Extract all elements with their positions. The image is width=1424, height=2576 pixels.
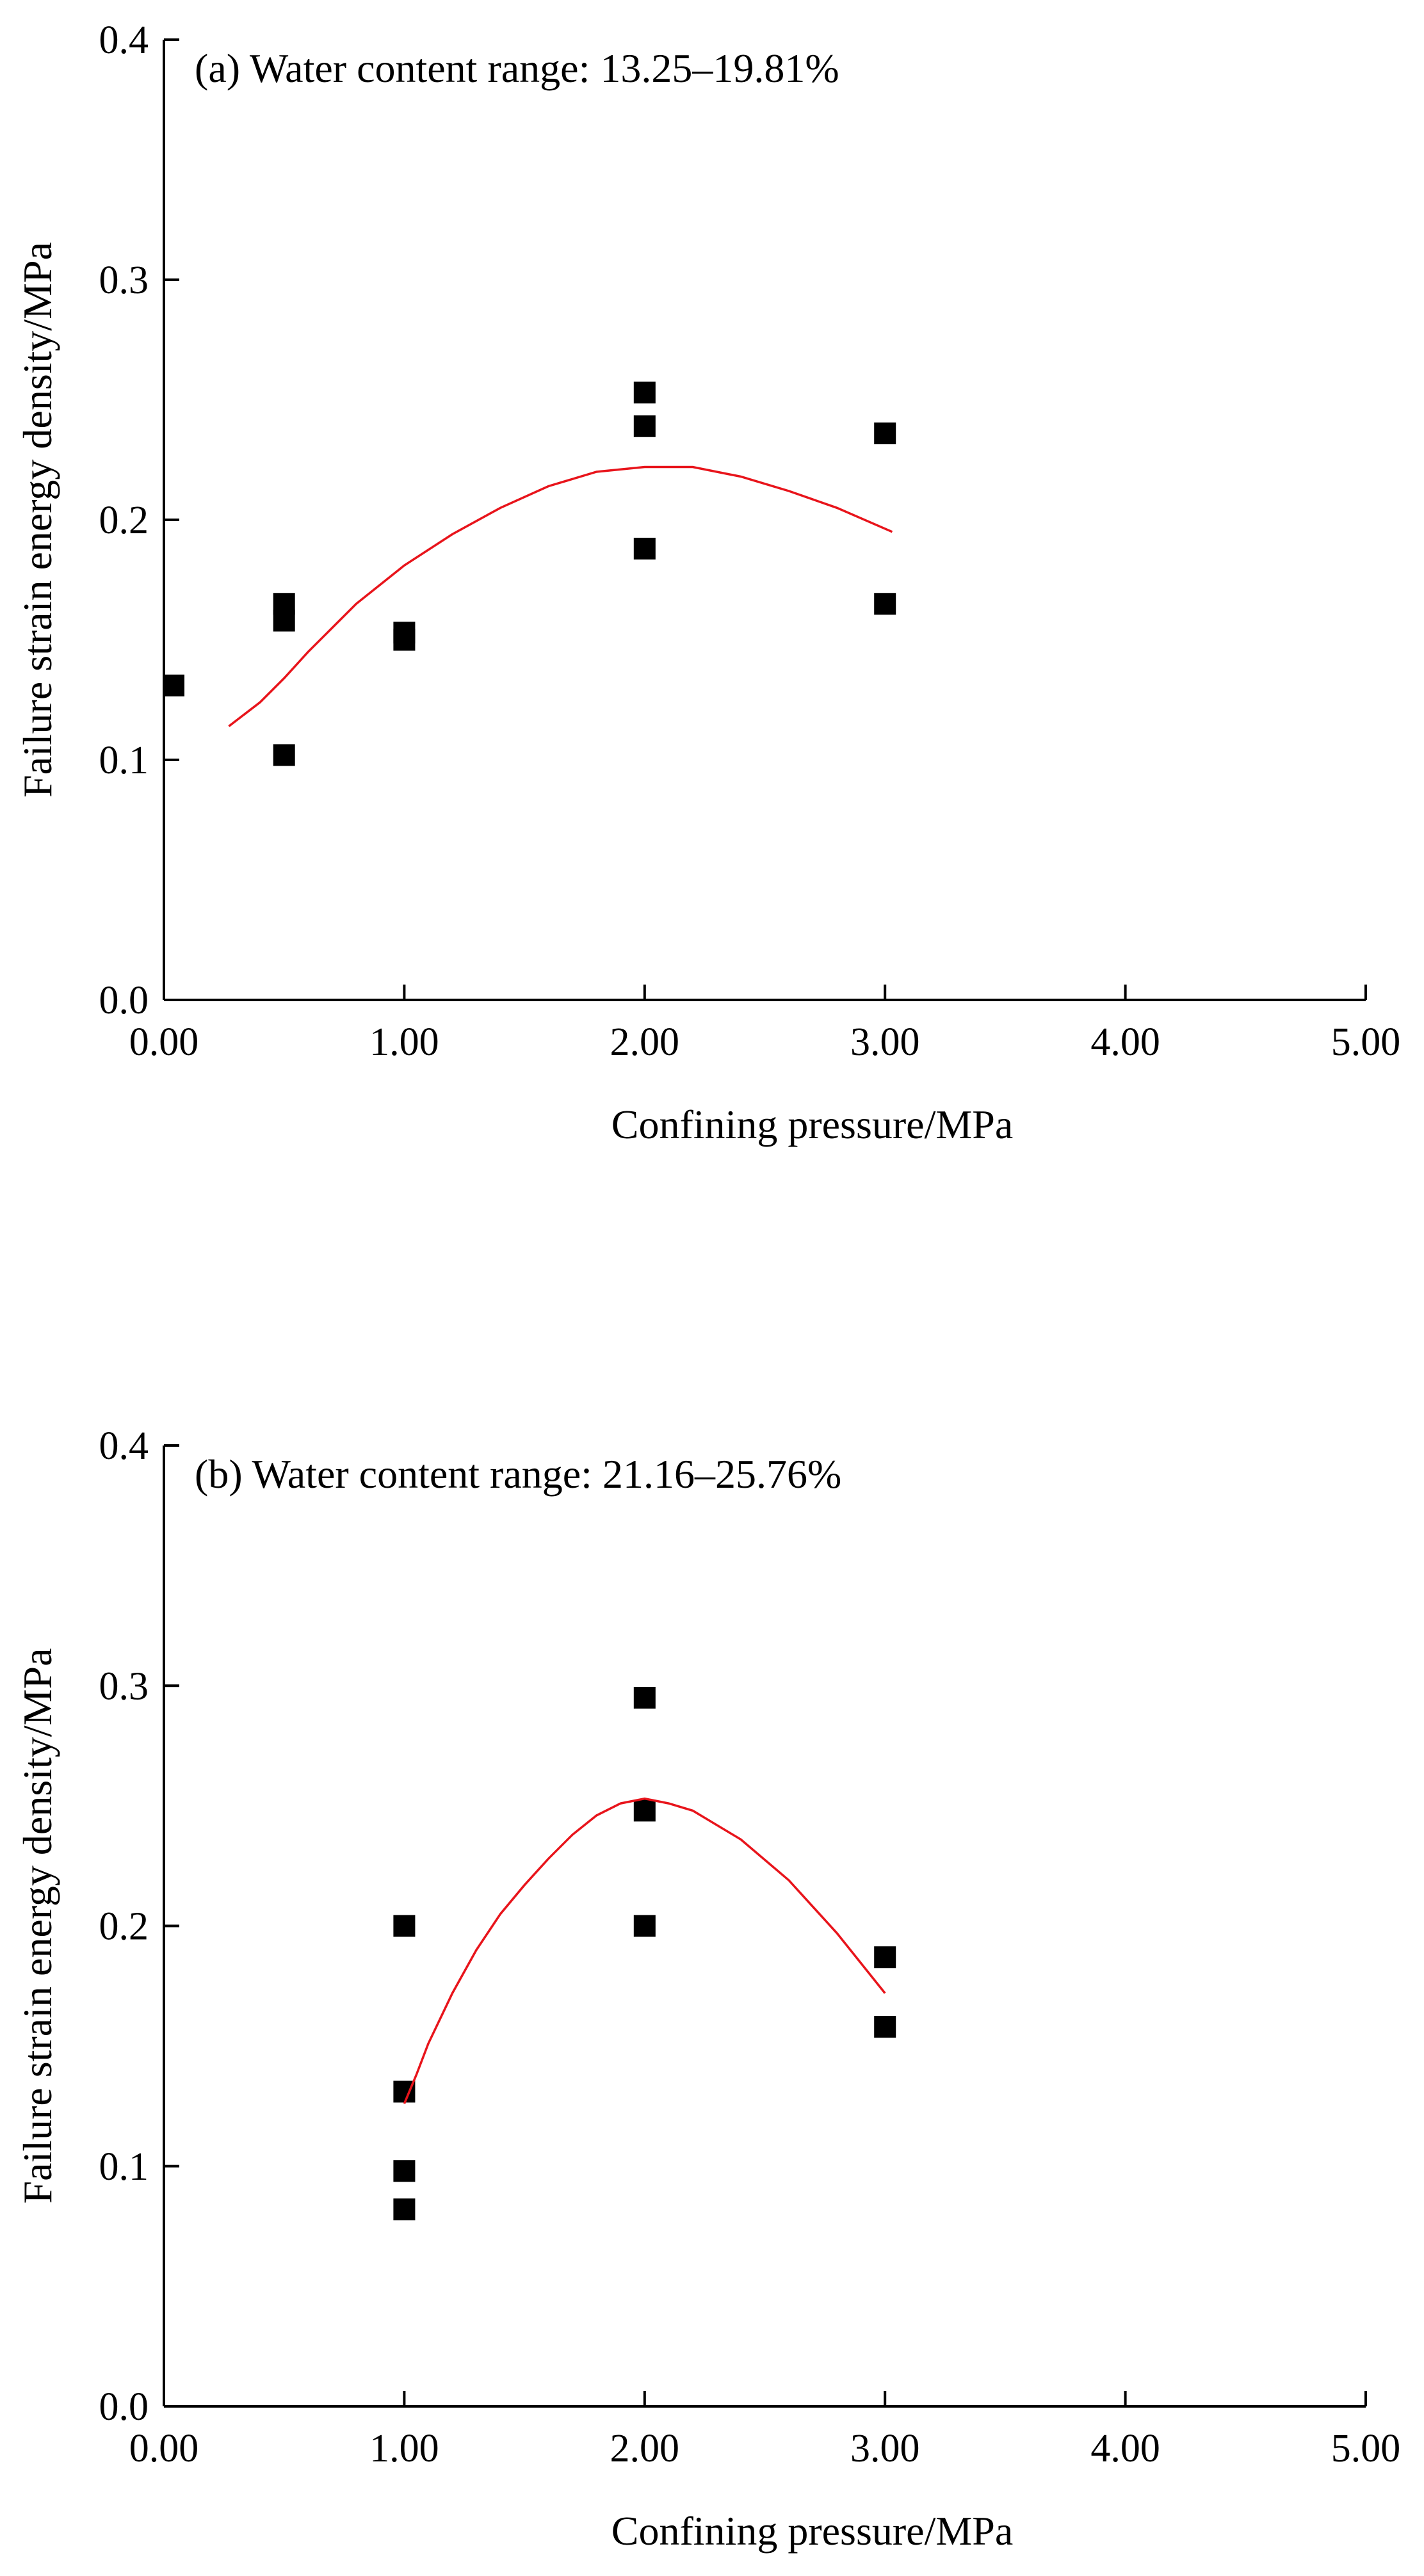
y-tick-label: 0.3 <box>99 1664 149 1708</box>
fit-curve <box>403 1797 886 2104</box>
x-tick-label: 3.00 <box>850 1020 920 1064</box>
x-tick-label: 2.00 <box>610 1020 680 1064</box>
x-tick-label: 0.00 <box>129 1020 199 1064</box>
panel-a: 0.00 1.00 2.00 3.00 4.00 5.00 0.0 0.1 0.2 0.3 0.4 C… <box>15 19 1400 1147</box>
data-point-square <box>273 609 295 632</box>
y-tick-label: 0.1 <box>99 2145 149 2189</box>
data-point-square <box>633 1915 656 1937</box>
x-tick-label: 2.00 <box>610 2427 680 2470</box>
data-point-square <box>393 2198 416 2221</box>
panel-title: (a) Water content range: 13.25–19.81% <box>195 45 839 91</box>
x-axis-title: Confining pressure/MPa <box>611 1102 1014 1147</box>
y-axis-title: Failure strain energy density/MPa <box>15 1648 60 2204</box>
data-point-square <box>874 1946 896 1968</box>
data-point-square <box>393 2160 416 2182</box>
y-tick-label: 0.2 <box>99 499 149 542</box>
data-point-square <box>633 382 656 404</box>
y-tick-label: 0.2 <box>99 1905 149 1949</box>
x-tick-label: 5.00 <box>1331 1020 1401 1064</box>
fit-curve <box>228 465 893 727</box>
x-tick-label: 4.00 <box>1090 2427 1160 2470</box>
y-axis-title: Failure strain energy density/MPa <box>15 242 60 798</box>
y-tick-label: 0.4 <box>99 1424 149 1468</box>
y-tick-label: 0.1 <box>99 739 149 782</box>
y-tick-label: 0.0 <box>99 979 149 1022</box>
panel-title: (b) Water content range: 21.16–25.76% <box>195 1451 841 1497</box>
x-tick-label: 0.00 <box>129 2427 199 2470</box>
data-point-square <box>874 593 896 615</box>
x-axis-title: Confining pressure/MPa <box>611 2508 1014 2554</box>
y-tick-label: 0.0 <box>99 2385 149 2429</box>
data-point-square <box>393 1915 416 1937</box>
x-tick-label: 4.00 <box>1090 1020 1160 1064</box>
data-point-square <box>633 1687 656 1709</box>
data-point-square <box>633 538 656 559</box>
x-tick-label: 1.00 <box>369 2427 439 2470</box>
data-point-square <box>163 674 185 696</box>
x-tick-label: 5.00 <box>1331 2427 1401 2470</box>
y-tick-label: 0.4 <box>99 19 149 62</box>
panel-b: 0.00 1.00 2.00 3.00 4.00 5.00 0.0 0.1 0.2 0.3 0.4 C… <box>15 1424 1400 2554</box>
y-tick-label: 0.3 <box>99 259 149 302</box>
data-point-square <box>874 423 896 444</box>
data-point-square <box>393 629 416 651</box>
data-point-square <box>874 2016 896 2038</box>
x-tick-label: 3.00 <box>850 2427 920 2470</box>
x-tick-label: 1.00 <box>369 1020 439 1064</box>
data-point-square <box>273 744 295 766</box>
data-point-square <box>633 1799 656 1822</box>
data-point-square <box>633 415 656 437</box>
